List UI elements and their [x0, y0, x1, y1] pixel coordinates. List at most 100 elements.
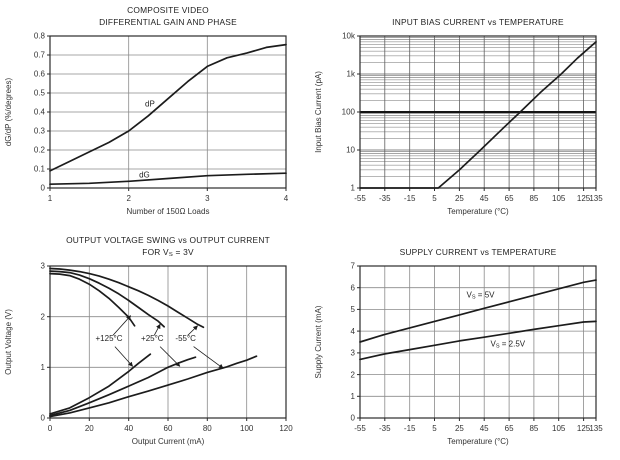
- svg-text:-35: -35: [379, 424, 391, 433]
- svg-text:3: 3: [351, 349, 356, 358]
- svg-text:2: 2: [126, 194, 131, 203]
- input-bias-current-vs-temperature-svg: -55 -35 -15 5 25 45 65 85 105 125 135 1 10 100 1k 10k Te…: [310, 0, 620, 230]
- chart-supply-current-vs-temperature: -55 -35 -15 5 25 45 65 85 105 125 135 0 1 2 3 4 5 6 7 Tempe…: [310, 230, 620, 460]
- svg-text:125: 125: [577, 424, 591, 433]
- svg-text:0.4: 0.4: [34, 108, 46, 117]
- chart-title: SUPPLY CURRENT vs TEMPERATURE: [400, 247, 557, 257]
- series-sink--55C: [49, 355, 258, 418]
- svg-text:65: 65: [505, 194, 514, 203]
- curve-label: +125°C: [96, 334, 123, 343]
- series-VS-2.5V: [359, 320, 597, 361]
- svg-text:7: 7: [351, 262, 356, 271]
- annotation-arrow: [114, 346, 134, 367]
- svg-text:0.5: 0.5: [34, 89, 46, 98]
- svg-text:1: 1: [48, 194, 53, 203]
- series-curves: [359, 41, 597, 189]
- svg-text:85: 85: [529, 194, 538, 203]
- svg-text:85: 85: [529, 424, 538, 433]
- annotation-arrow: [187, 325, 198, 336]
- svg-text:1: 1: [351, 392, 356, 401]
- svg-text:45: 45: [480, 194, 489, 203]
- svg-text:25: 25: [455, 194, 464, 203]
- svg-text:40: 40: [124, 424, 133, 433]
- curve-label: VS = 2.5V: [490, 339, 525, 349]
- svg-text:135: 135: [589, 194, 603, 203]
- gridlines: [360, 266, 596, 418]
- axis-ticks: 1 2 3 4 0 0.1 0.2 0.3 0.4 0.5 0.6 0.7 0.8: [34, 32, 289, 203]
- x-axis-label: Temperature (°C): [447, 207, 509, 216]
- svg-text:0: 0: [41, 184, 46, 193]
- series-curves: [49, 267, 258, 418]
- svg-text:45: 45: [480, 424, 489, 433]
- gridlines: [360, 36, 596, 188]
- svg-text:100: 100: [342, 108, 356, 117]
- svg-text:-35: -35: [379, 194, 391, 203]
- curve-label: -55°C: [175, 334, 196, 343]
- axis-ticks: 0 20 40 60 80 100 120 0 1 2 3: [41, 262, 294, 433]
- annotation-arrow: [159, 346, 181, 367]
- y-axis-label: Input Bias Current (pA): [314, 71, 323, 153]
- chart-title: INPUT BIAS CURRENT vs TEMPERATURE: [392, 17, 564, 27]
- svg-text:0.3: 0.3: [34, 127, 46, 136]
- annotation-arrow: [153, 323, 161, 336]
- svg-text:65: 65: [505, 424, 514, 433]
- svg-text:2: 2: [41, 312, 46, 321]
- svg-text:105: 105: [552, 424, 566, 433]
- svg-text:120: 120: [279, 424, 293, 433]
- series-sink-+25C: [49, 356, 197, 417]
- y-axis-label: dG/dP (%/degrees): [4, 78, 13, 147]
- svg-text:0: 0: [41, 414, 46, 423]
- svg-text:-15: -15: [404, 424, 416, 433]
- svg-text:125: 125: [577, 194, 591, 203]
- series-VS-5V: [359, 279, 597, 343]
- y-axis-label: Output Voltage (V): [4, 309, 13, 375]
- svg-text:-15: -15: [404, 194, 416, 203]
- svg-text:10k: 10k: [342, 32, 356, 41]
- chart-output-voltage-swing-vs-output-current: 0 20 40 60 80 100 120 0 1 2 3 Output Current (mA) Ou…: [0, 230, 310, 460]
- chart-title: OUTPUT VOLTAGE SWING vs OUTPUT CURRENT: [66, 235, 270, 245]
- series-dG: [49, 172, 287, 186]
- annotation-arrow: [112, 315, 132, 336]
- svg-text:-55: -55: [354, 194, 366, 203]
- svg-text:0.2: 0.2: [34, 146, 46, 155]
- series-sink-+125C: [49, 353, 152, 415]
- svg-text:0.7: 0.7: [34, 51, 46, 60]
- svg-text:1: 1: [41, 363, 46, 372]
- series-curves: [49, 43, 287, 186]
- curve-label: dG: [139, 171, 150, 180]
- svg-text:0.6: 0.6: [34, 70, 46, 79]
- svg-text:6: 6: [351, 283, 356, 292]
- svg-text:80: 80: [203, 424, 212, 433]
- x-axis-label: Number of 150Ω Loads: [127, 207, 210, 216]
- x-axis-label: Temperature (°C): [447, 437, 509, 446]
- svg-text:0: 0: [48, 424, 53, 433]
- composite-video-differential-gain-and-phase-svg: 1 2 3 4 0 0.1 0.2 0.3 0.4 0.5 0.6 0.7 0.8 Number of 1…: [0, 0, 310, 230]
- chart-title: DIFFERENTIAL GAIN AND PHASE: [99, 17, 237, 27]
- supply-current-vs-temperature-svg: -55 -35 -15 5 25 45 65 85 105 125 13501234567Tempe…: [310, 230, 620, 460]
- svg-text:25: 25: [455, 424, 464, 433]
- chart-title: FOR VS = 3V: [142, 247, 194, 258]
- curve-label: +25°C: [141, 334, 164, 343]
- series-source-+25C: [49, 270, 165, 328]
- x-axis-label: Output Current (mA): [132, 437, 205, 446]
- svg-text:3: 3: [41, 262, 46, 271]
- svg-text:100: 100: [240, 424, 254, 433]
- svg-text:3: 3: [205, 194, 210, 203]
- series-source-+125C: [49, 272, 136, 327]
- svg-text:1: 1: [351, 184, 356, 193]
- svg-text:5: 5: [432, 194, 437, 203]
- y-axis-label: Supply Current (mA): [314, 305, 323, 378]
- svg-text:0.8: 0.8: [34, 32, 46, 41]
- series-input-bias-current: [359, 41, 597, 189]
- output-voltage-swing-vs-output-current-svg: 0 20 40 60 80 100 120 0 1 2 3 Output Current (mA) Ou…: [0, 230, 310, 460]
- svg-text:60: 60: [164, 424, 173, 433]
- curve-label: VS = 5V: [467, 291, 496, 301]
- svg-text:5: 5: [351, 305, 356, 314]
- annotation-arrow: [193, 346, 224, 369]
- svg-text:135: 135: [589, 424, 603, 433]
- svg-text:10: 10: [346, 146, 355, 155]
- chart-input-bias-current-vs-temperature: -55 -35 -15 5 25 45 65 85 105 125 135 1 10 100 1k 10k Te…: [310, 0, 620, 230]
- svg-text:4: 4: [351, 327, 356, 336]
